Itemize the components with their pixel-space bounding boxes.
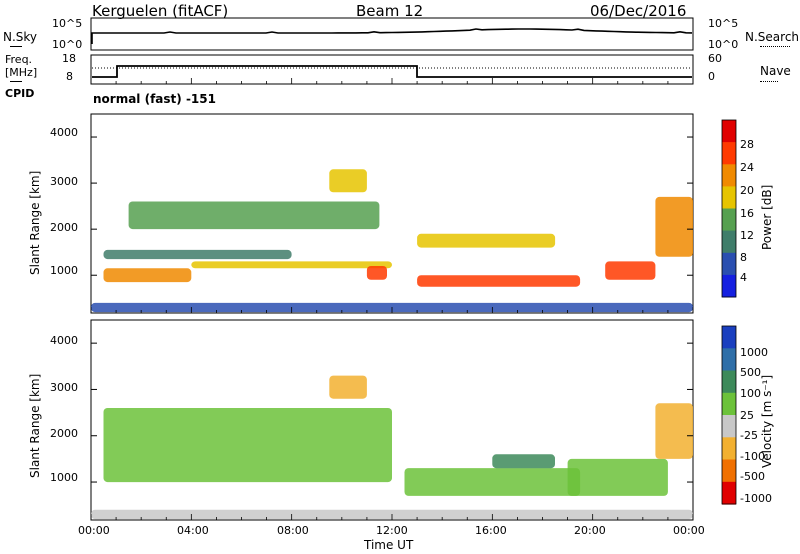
velocity-ytick: 3000 [50, 381, 78, 394]
velocity-colorbar-segment [722, 370, 736, 394]
power-colorbar-segment [722, 252, 736, 276]
nsearch-dotted-key [760, 46, 790, 47]
freq-left-tick-top: 18 [62, 52, 76, 65]
velocity-scatter-region [492, 454, 555, 469]
velocity-ytick: 4000 [50, 334, 78, 347]
velocity-cbar-tick: -25 [740, 429, 758, 442]
xtick: 20:00 [574, 524, 606, 537]
freq-left-tick-bottom: 8 [66, 70, 73, 83]
velocity-cbar-tick: 100 [740, 387, 761, 400]
xtick: 16:00 [475, 524, 507, 537]
nsky-frame [90, 17, 694, 51]
xtick: 12:00 [376, 524, 408, 537]
nave-right-tick-top: 60 [708, 52, 722, 65]
velocity-colorbar-frame [721, 325, 737, 505]
velocity-scatter-region [103, 408, 392, 483]
velocity-scatter-region [404, 468, 581, 496]
power-scatter-region [417, 275, 581, 287]
nave-label: Nave [760, 64, 791, 78]
nsky-trace [91, 28, 693, 44]
velocity-colorbar-segment [722, 415, 736, 438]
power-colorbar-segment [722, 208, 736, 232]
freq-underline [10, 81, 22, 82]
power-colorbar-segment [722, 274, 736, 298]
velocity-colorbar-segment [722, 392, 736, 416]
nsky-left-tick-top: 10^5 [52, 17, 83, 30]
cpid-mode: normal (fast) -151 [93, 92, 216, 106]
velocity-cbar-tick: -500 [740, 470, 765, 483]
velocity-cbar-tick: 25 [740, 409, 754, 422]
nsky-right-tick-top: 10^5 [708, 17, 739, 30]
xtick: 04:00 [177, 524, 209, 537]
power-cbar-tick: 8 [740, 251, 747, 264]
power-scatter-region [103, 268, 192, 283]
x-axis-title: Time UT [364, 538, 414, 552]
power-colorbar-segment [722, 164, 736, 187]
power-ytick: 4000 [50, 126, 78, 139]
radar-title: Kerguelen (fitACF) [92, 2, 229, 20]
power-colorbar-segment [722, 186, 736, 209]
velocity-scatter-region [329, 375, 367, 399]
beam-title: Beam 12 [356, 2, 424, 20]
xtick: 08:00 [277, 524, 309, 537]
power-cbar-tick: 20 [740, 184, 754, 197]
power-scatter-region [191, 261, 392, 269]
power-scatter-region [128, 201, 380, 230]
freq-trace [92, 65, 692, 78]
velocity-cbar-tick: 1000 [740, 346, 768, 359]
xtick: 00:00 [78, 524, 110, 537]
power-colorbar-segment [722, 230, 736, 254]
power-scatter-region [605, 261, 656, 280]
power-ytick: 1000 [50, 264, 78, 277]
nsearch-label: N.Search [745, 30, 800, 44]
velocity-colorbar-segment [722, 481, 736, 505]
power-cbar-tick: 12 [740, 229, 754, 242]
velocity-colorbar-segment [722, 326, 736, 349]
velocity-scatter-region [567, 458, 668, 496]
velocity-colorbar-segment [722, 348, 736, 372]
freq-label-line2: [MHz] [5, 66, 38, 79]
power-scatter-region [366, 266, 387, 280]
power-cbar-tick: 16 [740, 207, 754, 220]
nave-dotted-key [760, 81, 778, 82]
power-ytick: 2000 [50, 221, 78, 234]
power-colorbar-frame [721, 119, 737, 298]
nave-right-tick-bottom: 0 [708, 70, 715, 83]
nsky-underline [10, 46, 22, 47]
velocity-cbar-tick: -100 [740, 450, 765, 463]
velocity-colorbar-segment [722, 459, 736, 483]
power-cbar-tick: 28 [740, 138, 754, 151]
cpid-label: CPID [5, 87, 35, 100]
velocity-cbar-tick: -1000 [740, 492, 772, 505]
power-scatter-region [417, 233, 556, 248]
freq-label-line1: Freq. [5, 53, 33, 66]
power-colorbar-segment [722, 142, 736, 165]
power-scatter-region [329, 169, 367, 193]
velocity-colorbar-segment [722, 437, 736, 461]
velocity-ytick: 2000 [50, 427, 78, 440]
nsky-left-tick-bottom: 10^0 [52, 38, 83, 51]
power-cbar-tick: 24 [740, 161, 754, 174]
velocity-cbar-tick: 500 [740, 366, 761, 379]
xtick: 00:00 [673, 524, 705, 537]
power-ytick: 3000 [50, 175, 78, 188]
power-colorbar-segment [722, 120, 736, 143]
nsky-label: N.Sky [3, 30, 38, 44]
power-scatter-region [103, 249, 292, 260]
nsky-right-tick-bottom: 10^0 [708, 38, 739, 51]
date-title: 06/Dec/2016 [590, 2, 687, 20]
velocity-scatter-region [655, 403, 693, 459]
power-cbar-tick: 4 [740, 271, 747, 284]
velocity-ytick: 1000 [50, 471, 78, 484]
power-scatter-region [655, 196, 693, 257]
